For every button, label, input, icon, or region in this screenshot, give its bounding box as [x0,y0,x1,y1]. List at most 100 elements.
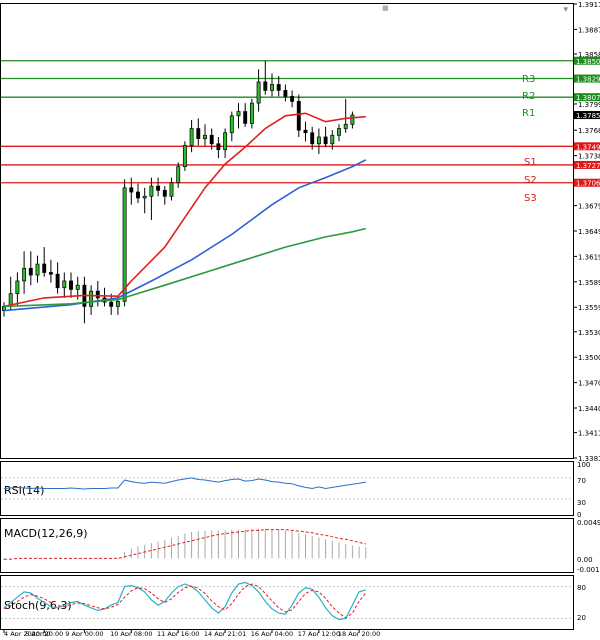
price-axis-tick-label: 1.35000 [578,354,600,362]
price-axis-tick-label: 1.39170 [578,1,600,9]
rsi-tick-30: 30 [577,499,586,507]
candle-up [223,132,228,151]
candle-down [42,263,47,273]
time-axis-tick-label: 9 Apr 00:00 [65,630,103,636]
rsi-line [3,477,366,490]
rsi-tick-0: 0 [577,511,581,519]
stoch-tick-80: 80 [577,584,586,592]
level-name-r3: R3 [522,74,535,85]
candle-up [350,114,355,125]
candle-down [156,185,161,191]
level-price-label-r1: 1.38070 [576,94,600,102]
price-axis-tick-label: 1.36490 [578,228,600,236]
stoch-tick-20: 20 [577,614,586,622]
stoch-main-line [3,581,366,621]
collapse-arrow-icon[interactable]: ▾ [563,5,568,15]
moving-average-slow-line [3,227,366,308]
candle-down [216,143,221,151]
candle-up [122,187,127,302]
candle-up [189,128,194,146]
candle-down [136,191,140,199]
price-axis-tick-label: 1.33810 [578,455,600,463]
rsi-tick-70: 70 [577,477,586,485]
candle-down [109,301,114,307]
candle-down [276,84,281,91]
stoch-title: Stoch(9,6,3) [4,599,72,612]
macd-signal-line [4,529,366,560]
candle-up [316,136,321,145]
level-price-tag-s2 [574,160,600,169]
candle-up [15,280,20,295]
time-axis-tick-label: 4 Apr 2020:00 [4,630,51,636]
candle-up [236,111,241,117]
candle-up [62,280,67,289]
candle-up [176,166,181,184]
macd-tick-zero: 0.00 [577,556,593,564]
candle-down [95,290,100,299]
candle-up [75,284,80,290]
window-close-icon[interactable]: ■ [382,4,389,12]
price-axis-tick-label: 1.37990 [578,101,600,109]
last-price-tag [574,111,600,120]
level-name-s1: S1 [524,157,537,168]
level-price-label-s2: 1.37270 [576,162,600,170]
price-axis-tick-label: 1.37680 [578,127,600,135]
level-price-tag-r3 [574,56,600,65]
level-price-label-s1: 1.37490 [576,143,600,151]
candle-up [22,267,27,282]
level-price-tag-s3 [574,178,600,187]
candle-up [249,102,254,124]
time-axis-tick-label: 10 Apr 08:00 [110,630,152,636]
rsi-title: RSI(14) [4,484,44,497]
level-price-label-r2: 1.38290 [576,76,600,84]
macd-title: MACD(12,26,9) [4,527,88,540]
rsi-panel-frame [0,461,574,516]
candle-down [48,272,53,275]
candle-down [263,81,268,91]
candle-down [283,90,288,97]
candle-up [256,81,261,104]
time-axis-tick-label: 11 Apr 16:00 [157,630,199,636]
candle-down [323,136,328,145]
moving-average-mid-line [3,159,367,312]
candle-down [209,134,214,145]
level-price-tag-r1 [574,93,600,102]
candle-up [149,185,154,197]
level-name-r1: R1 [522,108,535,119]
candle-up [169,182,174,197]
level-name-s2: S2 [524,175,537,186]
level-price-label-r3: 1.38500 [576,58,600,66]
candle-up [229,115,234,134]
level-name-r2: R2 [522,91,535,102]
level-name-s3: S3 [524,193,537,204]
price-axis-tick-label: 1.36790 [578,203,600,211]
candle-up [337,128,341,136]
rsi-tick-100: 100 [577,461,590,469]
price-axis-tick-label: 1.34110 [578,430,600,438]
price-axis-tick-label: 1.38580 [578,51,600,59]
stoch-signal-line [3,583,367,619]
candle-up [89,290,94,307]
candle-up [182,145,187,167]
macd-panel-frame [0,518,574,573]
price-axis-tick-label: 1.38870 [578,26,600,34]
candle-down [290,95,295,102]
price-axis-tick-label: 1.34700 [578,380,600,388]
price-axis-tick-label: 1.35590 [578,304,600,312]
candle-up [343,123,348,129]
stoch-panel-frame [0,575,574,630]
level-price-tag-s1 [574,142,600,151]
time-axis-tick-label: 5 Apr 20:00 [25,630,63,636]
price-axis-tick-label: 1.35890 [578,279,600,287]
time-axis-tick-label: 17 Apr 12:00 [298,630,340,636]
candle-down [69,280,73,290]
candle-up [115,300,120,307]
candle-up [270,84,274,91]
candle-down [55,273,60,289]
time-axis-tick-label: 18 Apr 20:00 [338,630,380,636]
price-axis-tick-label: 1.34400 [578,405,600,413]
last-price-label: 1.37859 [576,112,600,120]
candle-down [28,267,33,276]
